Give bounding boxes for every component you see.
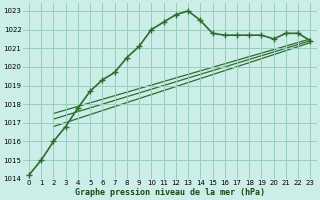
X-axis label: Graphe pression niveau de la mer (hPa): Graphe pression niveau de la mer (hPa) [75,188,265,197]
